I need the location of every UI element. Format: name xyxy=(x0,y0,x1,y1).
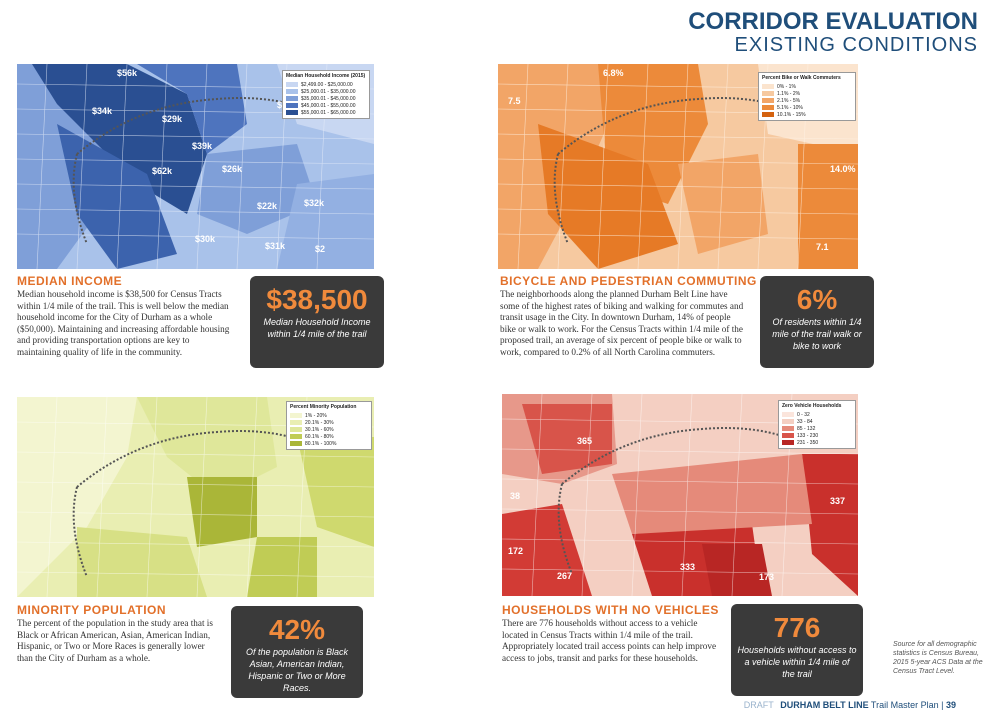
map-label: 333 xyxy=(680,562,695,572)
footer-doc-title: DURHAM BELT LINE xyxy=(780,700,869,710)
legend-item: 85 - 132 xyxy=(782,425,852,432)
no-vehicle-map: 365 337 267 333 172 38 173 Zero Vehicle … xyxy=(502,394,858,596)
legend-title: Zero Vehicle Households xyxy=(782,403,842,409)
page-footer: DRAFT DURHAM BELT LINE Trail Master Plan… xyxy=(744,700,956,710)
no-vehicle-text: There are 776 households without access … xyxy=(502,618,717,663)
map-label: 14.0% xyxy=(830,164,856,174)
map-label: $29k xyxy=(162,114,183,124)
bike-ped-text: The neighborhoods along the planned Durh… xyxy=(500,289,744,357)
page-title: CORRIDOR EVALUATION xyxy=(688,8,978,35)
legend-item: 20.1% - 30% xyxy=(290,419,368,426)
median-income-legend: Median Household Income (2015) $2,499.00… xyxy=(282,70,370,119)
legend-item: 1.1% - 2% xyxy=(762,90,852,97)
map-label: $56k xyxy=(117,68,138,78)
map-label: 7.1 xyxy=(816,242,829,252)
legend-item: 0 - 32 xyxy=(782,411,852,418)
map-label: $31k xyxy=(265,241,286,251)
no-vehicle-legend: Zero Vehicle Households 0 - 32 33 - 84 8… xyxy=(778,400,856,449)
stat-caption: Households without access to a vehicle w… xyxy=(737,645,857,679)
bike-ped-stat-box: 6% Of residents within 1/4 mile of the t… xyxy=(760,276,874,368)
median-income-stat-box: $38,500 Median Household Income within 1… xyxy=(250,276,384,368)
legend-item: $25,000.01 - $35,000.00 xyxy=(286,88,366,95)
median-income-heading: MEDIAN INCOME xyxy=(17,274,123,288)
legend-item: $35,000.01 - $45,000.00 xyxy=(286,95,366,102)
footer-separator: | xyxy=(941,700,944,710)
legend-item: $45,000.01 - $55,000.00 xyxy=(286,102,366,109)
legend-item: 133 - 230 xyxy=(782,432,852,439)
legend-title: Percent Minority Population xyxy=(290,404,357,410)
map-label: $62k xyxy=(152,166,173,176)
draft-label: DRAFT xyxy=(743,700,774,710)
stat-value: 42% xyxy=(268,614,326,645)
stat-caption: Of residents within 1/4 mile of the trai… xyxy=(772,317,862,351)
source-note: Source for all demographic statistics is… xyxy=(893,641,983,675)
no-vehicle-heading: HOUSEHOLDS WITH NO VEHICLES xyxy=(502,603,719,617)
no-vehicle-stat-box: 776 Households without access to a vehic… xyxy=(731,604,863,696)
legend-title: Median Household Income (2015) xyxy=(286,73,366,79)
map-label: 172 xyxy=(508,546,523,556)
minority-heading: MINORITY POPULATION xyxy=(17,603,167,617)
map-label: $30k xyxy=(195,234,216,244)
stat-value: 6% xyxy=(796,284,838,315)
page-number: 39 xyxy=(945,700,956,710)
bike-ped-legend: Percent Bike or Walk Commuters 0% - 1% 1… xyxy=(758,72,856,121)
legend-item: 231 - 350 xyxy=(782,439,852,446)
map-label: 7.5 xyxy=(508,96,521,106)
map-label: $34k xyxy=(92,106,113,116)
legend-item: 80.1% - 100% xyxy=(290,440,368,447)
page-subtitle: EXISTING CONDITIONS xyxy=(734,34,978,56)
stat-caption: Median Household Income within 1/4 mile … xyxy=(263,317,371,339)
stat-value: 776 xyxy=(773,612,821,643)
map-label: 365 xyxy=(577,436,592,446)
legend-item: 5.1% - 10% xyxy=(762,104,852,111)
map-label: 6.8% xyxy=(603,68,624,78)
median-income-text: Median household income is $38,500 for C… xyxy=(17,289,230,357)
legend-title: Percent Bike or Walk Commuters xyxy=(762,75,841,81)
minority-population-map: Percent Minority Population 1% - 20% 20.… xyxy=(17,397,374,597)
map-label: 173 xyxy=(759,572,774,582)
stat-value: $38,500 xyxy=(266,284,368,315)
minority-legend: Percent Minority Population 1% - 20% 20.… xyxy=(286,401,372,450)
legend-item: $2,499.00 - $25,000.00 xyxy=(286,81,366,88)
legend-item: 10.1% - 15% xyxy=(762,111,852,118)
legend-item: 33 - 84 xyxy=(782,418,852,425)
legend-item: $55,000.01 - $65,000.00 xyxy=(286,109,366,116)
bike-ped-heading: BICYCLE AND PEDESTRIAN COMMUTING xyxy=(500,274,757,288)
median-income-map: $56k $34k $29k $28k $39k $26k $62k $22k … xyxy=(17,64,374,269)
legend-item: 0% - 1% xyxy=(762,83,852,90)
legend-item: 60.1% - 80% xyxy=(290,433,368,440)
map-label: $39k xyxy=(192,141,213,151)
map-label: $26k xyxy=(222,164,243,174)
map-label: 337 xyxy=(830,496,845,506)
stat-caption: Of the population is Black Asian, Americ… xyxy=(245,647,349,693)
bike-ped-map: 6.8% 7.5 14.0% 7.1 Percent Bike or Walk … xyxy=(498,64,858,269)
minority-stat-box: 42% Of the population is Black Asian, Am… xyxy=(231,606,363,698)
footer-doc-subtitle: Trail Master Plan xyxy=(870,700,939,710)
map-label: 38 xyxy=(510,491,520,501)
map-label: 267 xyxy=(557,571,572,581)
map-label: $32k xyxy=(304,198,325,208)
minority-text: The percent of the population in the stu… xyxy=(17,618,213,663)
legend-item: 2.1% - 5% xyxy=(762,97,852,104)
map-label: $22k xyxy=(257,201,278,211)
legend-item: 30.1% - 60% xyxy=(290,426,368,433)
legend-item: 1% - 20% xyxy=(290,412,368,419)
map-label: $2 xyxy=(315,244,325,254)
